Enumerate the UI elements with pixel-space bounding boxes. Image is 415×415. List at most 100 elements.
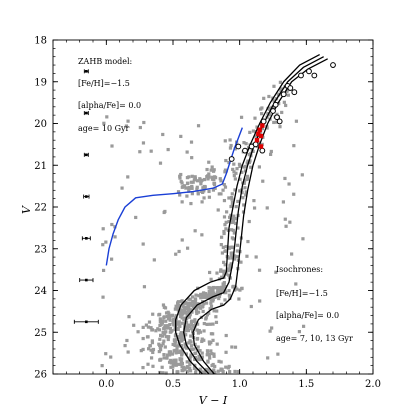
field-star (190, 192, 194, 196)
field-star (208, 270, 212, 275)
error-bar (83, 111, 89, 116)
field-star (252, 206, 257, 210)
field-star (230, 345, 234, 349)
field-star (159, 333, 163, 337)
field-star (227, 293, 231, 297)
field-star (216, 291, 220, 295)
field-star (228, 138, 232, 142)
field-star (199, 296, 203, 300)
field-star (239, 260, 243, 264)
field-star (166, 324, 170, 328)
field-star (199, 182, 203, 186)
x-axis-label: V − I (199, 394, 228, 407)
field-star (211, 294, 215, 298)
field-star (158, 317, 162, 321)
field-star (178, 324, 182, 328)
field-star (151, 312, 155, 316)
field-star (179, 309, 183, 313)
field-star (191, 328, 195, 332)
field-star (150, 339, 154, 343)
field-star (200, 293, 205, 298)
field-star (194, 321, 198, 325)
field-star (209, 168, 213, 172)
field-star (243, 186, 247, 190)
field-star (239, 164, 243, 168)
field-star (193, 323, 197, 328)
field-star (206, 351, 210, 355)
field-star (177, 321, 181, 325)
field-star (230, 192, 234, 196)
y-axis-label: V (20, 205, 33, 214)
field-star (261, 179, 265, 183)
field-star (185, 194, 189, 198)
red-star-marker (258, 133, 264, 139)
field-star (243, 169, 248, 173)
field-star (195, 328, 199, 332)
field-star (210, 363, 214, 368)
field-star (170, 313, 175, 317)
field-star (249, 304, 253, 309)
field-star (204, 301, 209, 305)
open-circle-star (287, 85, 294, 91)
field-star (125, 338, 129, 343)
field-star (174, 351, 178, 355)
field-star (162, 339, 166, 343)
field-star (209, 286, 213, 290)
field-star (212, 309, 216, 313)
field-star (265, 206, 269, 210)
y-tick-label: 21 (34, 161, 47, 172)
field-star (170, 329, 174, 333)
field-star (268, 107, 272, 112)
field-star (169, 358, 173, 363)
field-star (222, 285, 226, 289)
open-circle-stars (228, 62, 336, 162)
field-star (214, 320, 219, 324)
field-star (163, 332, 167, 336)
field-star (232, 174, 236, 178)
field-star (217, 296, 221, 301)
field-star (194, 351, 198, 355)
field-star (178, 176, 182, 180)
field-star (154, 329, 158, 333)
y-tick-label: 19 (34, 77, 47, 88)
field-star (280, 110, 284, 115)
field-star (126, 175, 130, 179)
field-star (126, 119, 130, 123)
field-star (215, 342, 219, 346)
field-star (109, 355, 113, 359)
field-star (195, 185, 199, 189)
field-star (168, 326, 173, 331)
field-star (166, 326, 170, 330)
field-star (193, 357, 197, 362)
iso-feh: [Fe/H]=−1.5 (276, 289, 328, 298)
field-star (244, 190, 248, 194)
field-star (282, 100, 286, 104)
field-star (202, 302, 206, 306)
field-star (142, 285, 147, 289)
field-star (189, 140, 194, 144)
field-star (165, 314, 169, 319)
field-star (219, 367, 223, 371)
red-star-marker (256, 131, 261, 137)
field-star (281, 200, 286, 204)
field-star (198, 330, 203, 334)
field-star (187, 324, 191, 328)
field-star (104, 352, 108, 356)
field-star (245, 254, 249, 258)
red-star-marker (260, 123, 265, 128)
field-star (257, 268, 262, 272)
field-star (192, 366, 197, 370)
field-star (222, 183, 226, 187)
field-star (233, 177, 237, 181)
field-star (235, 287, 239, 291)
field-star (187, 302, 191, 306)
field-star (219, 360, 223, 364)
field-star (278, 80, 282, 84)
field-star (207, 293, 211, 297)
error-bars (73, 69, 99, 324)
field-star (173, 348, 177, 353)
field-star (189, 347, 193, 351)
field-star (178, 174, 182, 178)
field-star (221, 370, 225, 374)
background-stars (100, 80, 306, 375)
